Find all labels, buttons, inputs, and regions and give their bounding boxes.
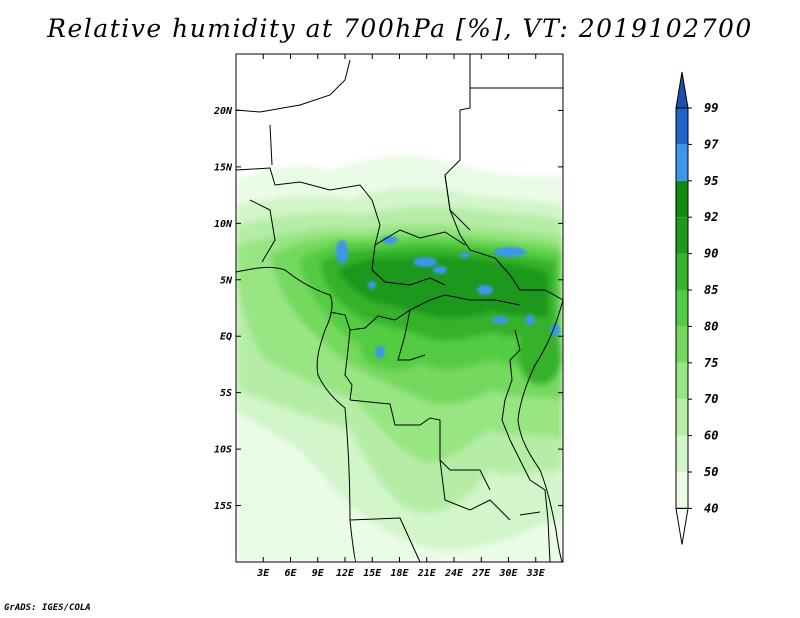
border-sudan bbox=[444, 174, 563, 301]
colorbar-label: 75 bbox=[704, 356, 718, 370]
humidity-field bbox=[236, 54, 563, 562]
border-zambia bbox=[349, 459, 511, 562]
coastline-west bbox=[236, 266, 357, 562]
colorbar-label: 40 bbox=[704, 501, 718, 515]
lon-label: 27E bbox=[471, 568, 491, 579]
rh-cell-97 bbox=[494, 247, 526, 257]
lat-label: 10N bbox=[214, 219, 233, 230]
colorbar-label: 99 bbox=[704, 101, 718, 115]
border-congo bbox=[329, 294, 521, 331]
rh-cell-97 bbox=[460, 252, 470, 258]
lat-label: 10S bbox=[214, 445, 232, 456]
lon-label: 3E bbox=[256, 568, 270, 579]
colorbar-label: 85 bbox=[704, 283, 718, 297]
colorbar-swatch bbox=[676, 399, 688, 436]
border-east-misc bbox=[519, 479, 551, 562]
colorbar-swatch bbox=[676, 108, 688, 145]
rh-cell-97 bbox=[525, 315, 535, 325]
map-title: Relative humidity at 700hPa [%], VT: 201… bbox=[47, 14, 753, 43]
rh-region-90-east bbox=[518, 325, 562, 385]
rh-cell-97 bbox=[492, 316, 508, 324]
lat-label: 5N bbox=[220, 275, 233, 286]
colorbar: 99 97 95 92 90 85 80 75 70 60 50 40 bbox=[675, 71, 719, 545]
country-borders bbox=[236, 54, 563, 562]
rh-region-92 bbox=[340, 256, 548, 319]
lon-label: 24E bbox=[444, 568, 464, 579]
colorbar-label: 50 bbox=[704, 465, 718, 479]
colorbar-label: 80 bbox=[704, 319, 718, 333]
lon-label: 12E bbox=[336, 568, 355, 579]
lon-label: 21E bbox=[417, 568, 437, 579]
colorbar-swatch bbox=[676, 326, 688, 363]
colorbar-label: 95 bbox=[704, 174, 718, 188]
grads-credit: GrADS: IGES/COLA bbox=[4, 603, 91, 613]
colorbar-label: 92 bbox=[704, 210, 718, 224]
border-north-1 bbox=[236, 59, 351, 113]
rh-region-90-south bbox=[360, 330, 430, 370]
lat-label: 15N bbox=[214, 162, 233, 173]
colorbar-swatch bbox=[676, 217, 688, 254]
lon-label: 6E bbox=[284, 568, 297, 579]
colorbar-swatch bbox=[676, 253, 688, 290]
rh-cell-97 bbox=[382, 236, 398, 244]
border-car bbox=[374, 229, 466, 246]
lon-label: 9E bbox=[312, 568, 325, 579]
lon-label: 30E bbox=[498, 568, 518, 579]
rh-cell-97 bbox=[413, 257, 437, 267]
colorbar-swatch bbox=[676, 362, 688, 400]
lat-label: 5S bbox=[220, 388, 232, 399]
border-sahel-2 bbox=[249, 124, 276, 263]
colorbar-top-arrow bbox=[675, 71, 689, 109]
rh-cell-97 bbox=[477, 285, 493, 295]
colorbar-label: 60 bbox=[704, 429, 718, 443]
colorbar-label: 70 bbox=[704, 392, 718, 406]
border-drc bbox=[344, 309, 426, 401]
lon-label: 33E bbox=[526, 568, 546, 579]
border-chad bbox=[371, 199, 446, 286]
lat-label: 20N bbox=[213, 106, 233, 117]
rh-cell-97 bbox=[336, 240, 348, 264]
border-angola bbox=[349, 399, 491, 491]
colorbar-swatch bbox=[676, 144, 688, 181]
lat-label: 15S bbox=[214, 501, 232, 512]
colorbar-swatch bbox=[676, 290, 688, 327]
colorbar-frame bbox=[675, 107, 689, 509]
colorbar-swatch bbox=[676, 180, 688, 218]
colorbar-label: 90 bbox=[704, 247, 718, 261]
border-sahel-1 bbox=[236, 167, 373, 201]
colorbar-swatch bbox=[676, 472, 688, 509]
border-lakes bbox=[501, 329, 531, 481]
axis-ticks: 20N 15N 10N 5N EQ 5S 10S 15S 3E 6E 9E 12E 15E 18E 21E 2… bbox=[213, 54, 563, 579]
lon-label: 15E bbox=[363, 568, 382, 579]
colorbar-label: 97 bbox=[704, 137, 719, 151]
rh-cell-97 bbox=[375, 346, 385, 358]
colorbar-swatch bbox=[676, 435, 688, 472]
rh-cell-97 bbox=[550, 324, 560, 336]
lat-label: EQ bbox=[220, 332, 232, 343]
rh-high-cells bbox=[336, 236, 560, 358]
lon-label: 18E bbox=[390, 568, 409, 579]
colorbar-bottom-arrow bbox=[675, 507, 689, 545]
rh-cell-97 bbox=[433, 266, 447, 274]
coastline-east bbox=[517, 299, 563, 562]
rh-cell-97 bbox=[368, 281, 376, 289]
